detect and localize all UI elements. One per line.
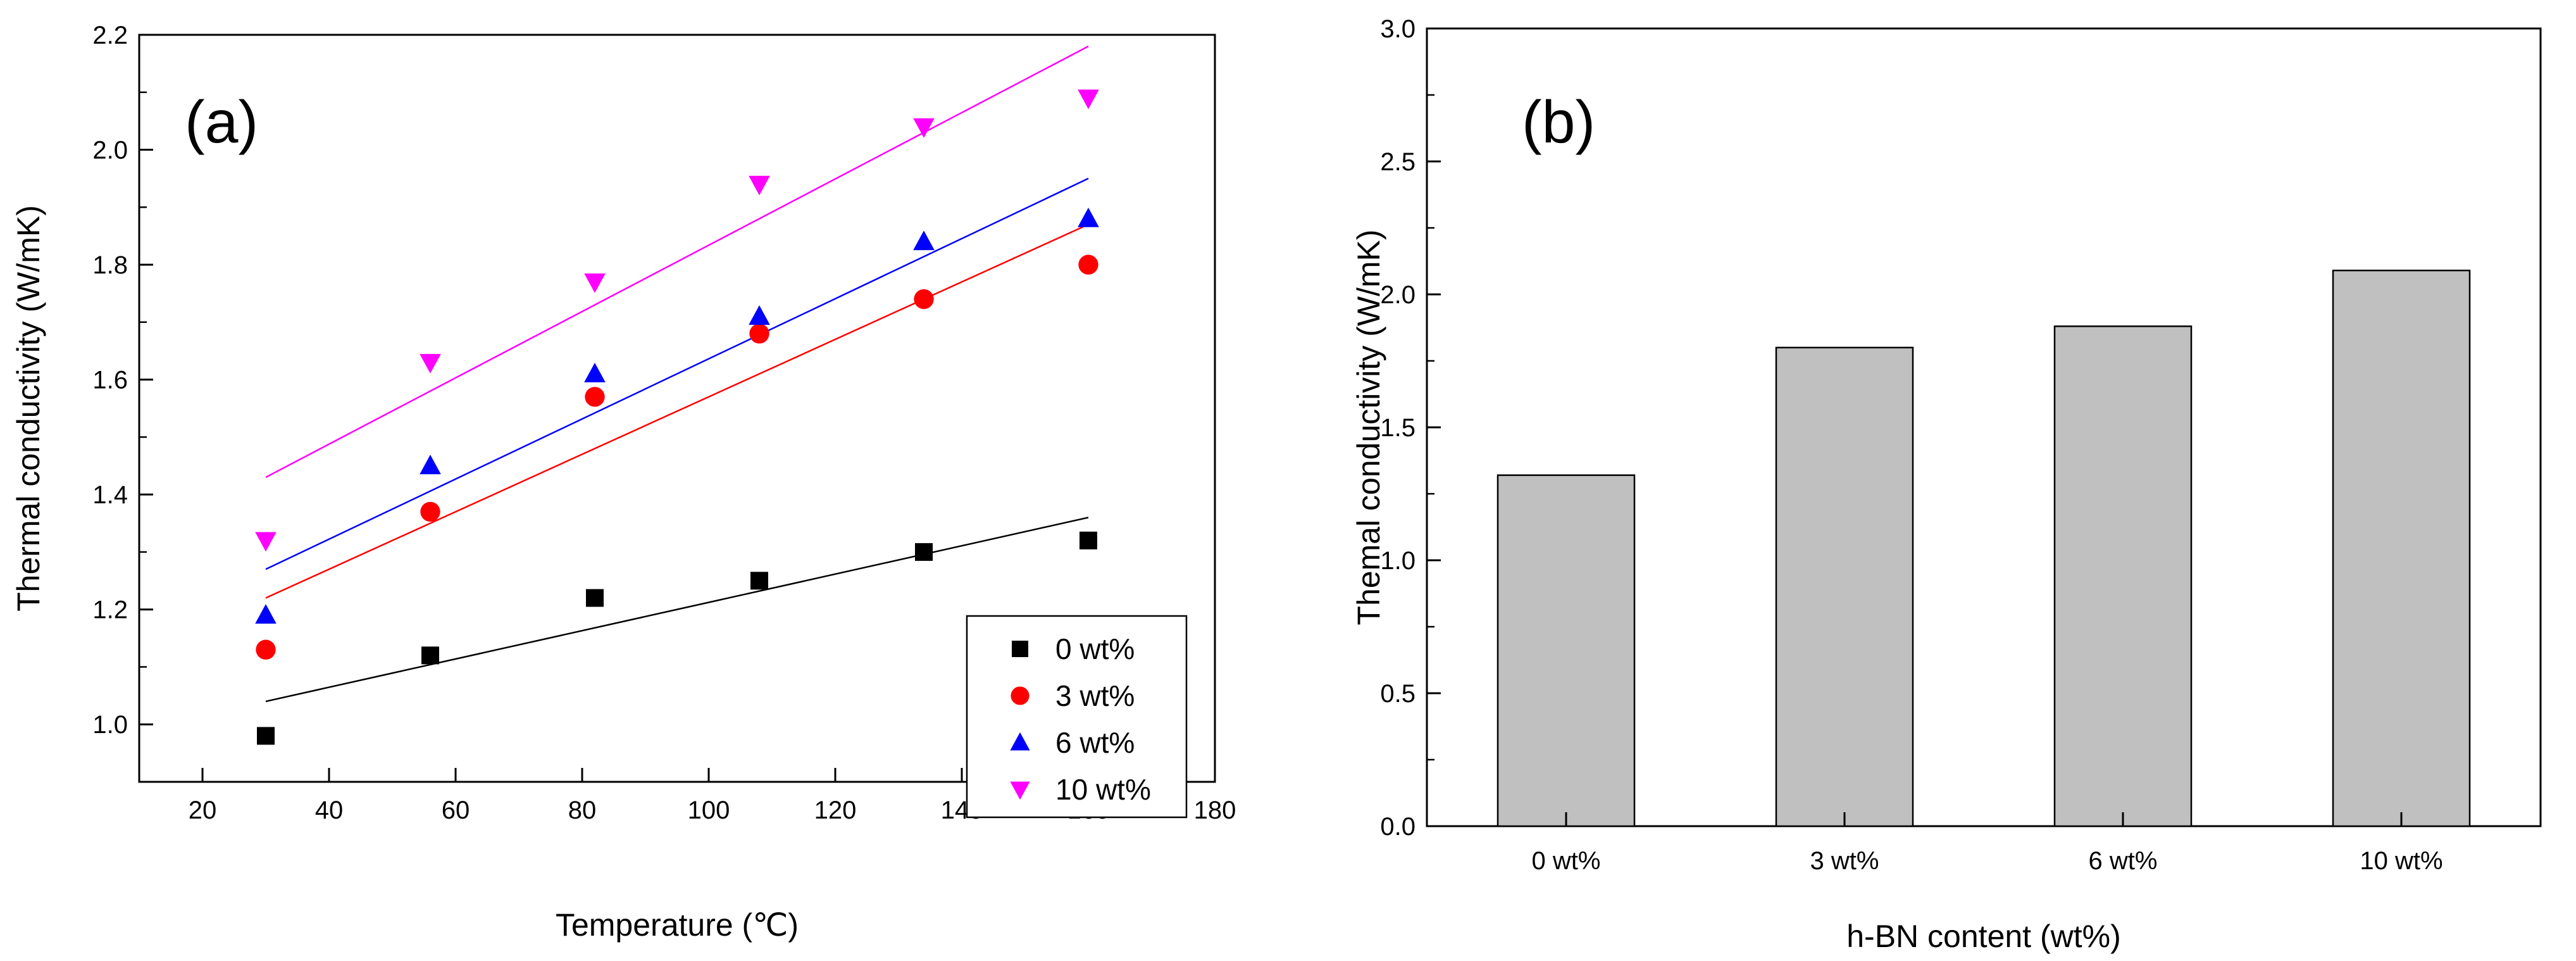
legend-marker [1012, 641, 1028, 657]
panel-a-x-axis-title: Temperature (℃) [556, 907, 799, 943]
x-category-label: 10 wt% [2360, 847, 2442, 875]
data-point-series-0 [915, 543, 933, 561]
data-point-series-1 [585, 387, 605, 407]
data-point-series-3 [584, 273, 606, 293]
y-tick-label: 0.0 [1380, 813, 1416, 841]
x-tick-label: 180 [1194, 796, 1236, 824]
legend-entry-label: 6 wt% [1055, 726, 1135, 759]
x-tick-label: 40 [315, 796, 344, 824]
y-tick-label: 2.0 [92, 137, 128, 165]
legend-marker [1011, 686, 1030, 705]
x-tick-label: 120 [814, 796, 857, 824]
data-point-series-1 [749, 323, 769, 344]
legend-box [966, 615, 1188, 819]
data-point-series-1 [1078, 254, 1098, 275]
bar-3 [2332, 269, 2471, 827]
y-tick-label: 2.0 [1380, 281, 1416, 309]
panel-a-points [255, 89, 1099, 745]
x-tick-label: 80 [568, 796, 597, 824]
y-tick-label: 0.5 [1380, 680, 1416, 708]
data-point-series-1 [256, 639, 276, 660]
data-point-series-0 [750, 572, 768, 590]
x-tick-label: 20 [189, 796, 217, 824]
fit-line-series-0 [265, 517, 1089, 703]
panel-b-x-axis-title: h-BN content (wt%) [1846, 919, 2120, 954]
data-point-series-0 [586, 589, 604, 607]
fit-line-series-3 [265, 46, 1089, 479]
x-category-label: 0 wt% [1532, 847, 1601, 875]
panel-b-bars [1496, 269, 2471, 827]
data-point-series-3 [913, 118, 935, 138]
panel-a-legend: 0 wt% 3 wt% 6 wt% 10 wt% [966, 615, 1188, 819]
data-point-series-1 [914, 289, 934, 310]
legend-entry-label: 3 wt% [1055, 679, 1135, 712]
legend-marker [1010, 781, 1030, 800]
data-point-series-2 [420, 455, 441, 475]
panel-a-fit-lines [265, 46, 1089, 703]
x-tick-label: 60 [442, 796, 470, 824]
data-point-series-1 [420, 501, 440, 522]
y-tick-label: 1.4 [92, 481, 128, 509]
y-tick-label: 1.0 [1380, 547, 1416, 575]
x-category-label: 6 wt% [2089, 847, 2158, 875]
y-tick-label: 2.5 [1380, 148, 1416, 176]
bar-1 [1775, 346, 1914, 827]
data-point-series-0 [421, 646, 439, 665]
bar-0 [1496, 474, 1636, 827]
legend-entry-label: 0 wt% [1055, 632, 1135, 665]
x-category-label: 3 wt% [1810, 847, 1879, 875]
panel-a-y-axis-title: Thermal conductivity (W/mK) [11, 205, 46, 612]
y-tick-label: 3.0 [1380, 15, 1416, 43]
y-tick-label: 1.6 [92, 367, 128, 394]
data-point-series-3 [749, 175, 770, 196]
data-point-series-3 [420, 354, 441, 374]
fit-line-series-2 [265, 177, 1089, 570]
bar-2 [2053, 325, 2193, 827]
y-tick-label: 2.2 [92, 22, 128, 49]
legend-entry-label: 10 wt% [1055, 773, 1151, 806]
y-tick-label: 1.2 [92, 596, 128, 624]
x-tick-label: 100 [688, 796, 730, 824]
panel-a-label: (a) [185, 89, 258, 156]
panel-a-frame [138, 34, 1216, 783]
panel-b-label: (b) [1522, 89, 1595, 156]
panel-a-scatter: 204060801001201401601801.01.21.41.61.82.… [11, 22, 1236, 943]
data-point-series-0 [257, 727, 275, 745]
fit-line-series-1 [265, 223, 1089, 599]
legend-marker [1010, 732, 1030, 751]
data-point-series-2 [749, 305, 770, 325]
panel-b-bar: 0.0 0.5 1.0 1.5 2.0 2.5 3.0 0 wt% 3 wt% 6 wt% 10 w… [1351, 15, 2542, 954]
y-tick-label: 1.0 [92, 711, 128, 739]
data-point-series-2 [1078, 207, 1099, 227]
y-tick-label: 1.8 [92, 251, 128, 279]
y-tick-label: 1.5 [1380, 414, 1416, 442]
panel-b-ticks: 0.0 0.5 1.0 1.5 2.0 2.5 3.0 0 wt% 3 wt% 6 wt% 10 w… [1380, 15, 2442, 875]
data-point-series-3 [1078, 89, 1099, 110]
panel-b-y-axis-title: Themal conductivity (W/mK) [1351, 229, 1386, 625]
data-point-series-2 [913, 230, 935, 251]
data-point-series-2 [255, 604, 277, 624]
data-point-series-0 [1080, 531, 1097, 550]
data-point-series-2 [584, 363, 606, 382]
data-point-series-3 [255, 532, 277, 552]
